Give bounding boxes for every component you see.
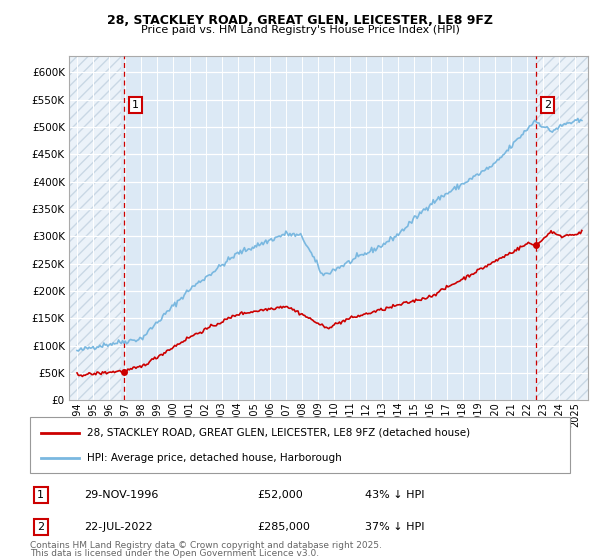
- Text: 29-NOV-1996: 29-NOV-1996: [84, 490, 158, 500]
- Text: Price paid vs. HM Land Registry's House Price Index (HPI): Price paid vs. HM Land Registry's House …: [140, 25, 460, 35]
- Text: 1: 1: [37, 490, 44, 500]
- Text: 43% ↓ HPI: 43% ↓ HPI: [365, 490, 424, 500]
- Text: 22-JUL-2022: 22-JUL-2022: [84, 522, 152, 532]
- Point: [119, 367, 128, 376]
- Text: 37% ↓ HPI: 37% ↓ HPI: [365, 522, 424, 532]
- Text: 1: 1: [132, 100, 139, 110]
- Text: 28, STACKLEY ROAD, GREAT GLEN, LEICESTER, LE8 9FZ (detached house): 28, STACKLEY ROAD, GREAT GLEN, LEICESTER…: [86, 428, 470, 438]
- Point: [531, 240, 541, 249]
- Text: Contains HM Land Registry data © Crown copyright and database right 2025.: Contains HM Land Registry data © Crown c…: [30, 541, 382, 550]
- Text: 2: 2: [544, 100, 551, 110]
- Text: HPI: Average price, detached house, Harborough: HPI: Average price, detached house, Harb…: [86, 452, 341, 463]
- Text: £285,000: £285,000: [257, 522, 310, 532]
- Text: 28, STACKLEY ROAD, GREAT GLEN, LEICESTER, LE8 9FZ: 28, STACKLEY ROAD, GREAT GLEN, LEICESTER…: [107, 14, 493, 27]
- FancyBboxPatch shape: [30, 417, 570, 473]
- Text: £52,000: £52,000: [257, 490, 302, 500]
- Text: This data is licensed under the Open Government Licence v3.0.: This data is licensed under the Open Gov…: [30, 549, 319, 558]
- Text: 2: 2: [37, 522, 44, 532]
